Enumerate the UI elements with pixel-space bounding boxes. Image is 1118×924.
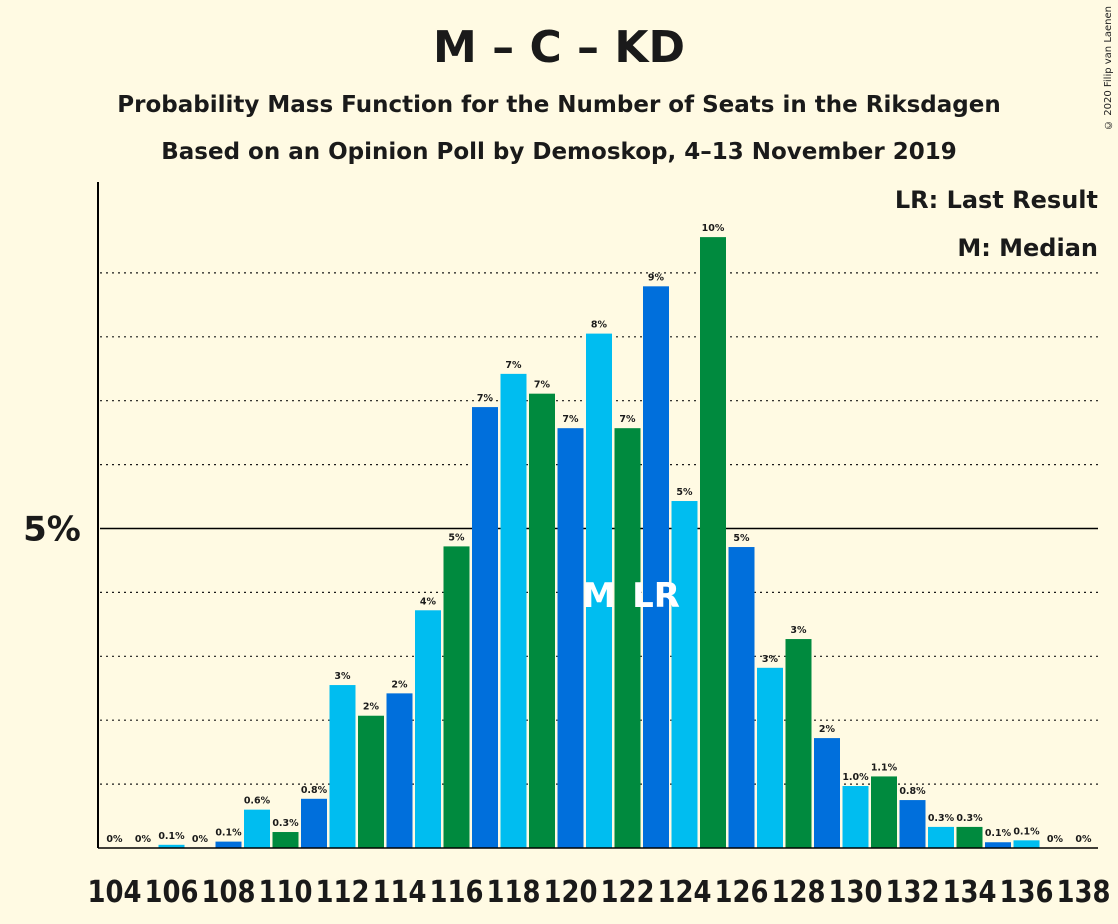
x-tick-label-114: 114	[373, 875, 427, 910]
bar-seat-126	[728, 547, 755, 848]
bar-seat-122	[614, 428, 641, 848]
bar-seat-118	[500, 373, 527, 848]
bar-label-105: 0%	[135, 834, 152, 845]
bar-label-121: 8%	[591, 320, 608, 331]
bar-label-104: 0%	[106, 834, 123, 845]
chart-subtitle: Probability Mass Function for the Number…	[117, 92, 1001, 118]
bar-seat-135	[985, 842, 1011, 848]
x-tick-label-136: 136	[1000, 875, 1054, 910]
legend-last-result: LR: Last Result	[894, 186, 1098, 214]
bar-label-122: 7%	[619, 414, 636, 425]
axes: 5%	[23, 182, 1098, 849]
x-tick-label-132: 132	[886, 875, 940, 910]
bar-label-111: 0.8%	[301, 785, 328, 796]
bar-seat-127	[757, 667, 783, 848]
markers: M LR	[582, 576, 680, 616]
x-tick-label-126: 126	[715, 875, 769, 910]
bar-labels: 0% 0% 0.1% 0%0.1%0.6%0.3%0.8%3%2%2%4%5%7%7%…	[106, 223, 1092, 845]
y-tick-label: 5%	[23, 510, 81, 550]
bar-label-136: 0.1%	[1013, 826, 1040, 837]
bar-label-118: 7%	[505, 360, 522, 371]
x-tick-label-110: 110	[259, 875, 313, 910]
bar-seat-120	[557, 428, 584, 848]
chart-title: M – C – KD	[433, 22, 685, 73]
bar-seat-125	[700, 237, 726, 849]
bar-seat-130	[842, 786, 869, 848]
bar-label-107: 0%	[192, 834, 209, 845]
bar-label-108: 0.1%	[215, 828, 242, 839]
bar-label-134: 0.3%	[956, 813, 983, 824]
bar-label-137: 0%	[1047, 834, 1064, 845]
x-tick-labels: 104 106 108 110 112 114 116 118 120 122 124 126 128 1…	[88, 875, 1111, 910]
bar-label-124: 5%	[676, 487, 693, 498]
x-tick-label-122: 122	[601, 875, 655, 910]
x-tick-label-108: 108	[202, 875, 256, 910]
bar-label-115: 4%	[420, 596, 437, 607]
chart-subtitle-poll: Based on an Opinion Poll by Demoskop, 4–…	[161, 139, 957, 165]
bar-seat-133	[928, 826, 954, 848]
bar-seat-129	[814, 738, 840, 848]
bar-seat-136	[1013, 840, 1040, 848]
bar-seat-108	[215, 841, 242, 848]
x-tick-label-116: 116	[430, 875, 484, 910]
bar-label-117: 7%	[477, 393, 494, 404]
bar-seat-109	[244, 809, 270, 848]
bar-label-132: 0.8%	[899, 786, 926, 797]
bar-seat-131	[871, 776, 897, 848]
bar-seat-110	[272, 832, 299, 848]
x-tick-label-134: 134	[943, 875, 997, 910]
bar-seat-123	[643, 286, 669, 849]
x-tick-label-130: 130	[829, 875, 883, 910]
x-tick-label-128: 128	[772, 875, 826, 910]
bar-label-110: 0.3%	[272, 818, 299, 829]
bar-label-125: 10%	[702, 223, 725, 234]
bar-label-129: 2%	[819, 724, 836, 735]
x-tick-label-120: 120	[544, 875, 598, 910]
bar-label-138: 0%	[1075, 834, 1092, 845]
bar-label-114: 2%	[391, 679, 408, 690]
legend-median: M: Median	[957, 234, 1098, 262]
bar-seat-117	[472, 407, 498, 848]
bar-label-112: 3%	[334, 671, 351, 682]
x-tick-label-104: 104	[88, 875, 142, 910]
bar-seat-106	[158, 844, 185, 848]
bar-seat-116	[443, 546, 470, 848]
bar-label-106: 0.1%	[158, 831, 185, 842]
x-tick-label-118: 118	[487, 875, 541, 910]
bar-label-130: 1.0%	[842, 772, 869, 783]
x-tick-label-138: 138	[1057, 875, 1111, 910]
bar-seat-119	[529, 393, 555, 848]
bar-label-113: 2%	[363, 702, 380, 713]
bar-label-109: 0.6%	[244, 796, 271, 807]
bar-label-123: 9%	[648, 272, 665, 283]
median-marker: M	[582, 576, 616, 616]
bar-label-131: 1.1%	[871, 762, 898, 773]
bar-seat-128	[785, 639, 812, 848]
bar-seat-114	[386, 693, 413, 848]
bar-label-133: 0.3%	[928, 813, 955, 824]
bar-seat-112	[329, 685, 356, 848]
bar-label-126: 5%	[733, 533, 750, 544]
bar-seat-121	[586, 333, 612, 849]
bar-label-127: 3%	[762, 654, 779, 665]
last-result-marker: LR	[632, 576, 680, 616]
x-tick-label-106: 106	[145, 875, 199, 910]
bar-seat-115	[415, 610, 441, 848]
bar-label-120: 7%	[562, 414, 579, 425]
bars	[158, 237, 1040, 849]
bar-label-128: 3%	[790, 625, 807, 636]
bar-seat-124	[671, 501, 698, 848]
bar-label-116: 5%	[448, 532, 465, 543]
x-tick-label-112: 112	[316, 875, 370, 910]
bar-seat-113	[358, 715, 384, 848]
bar-label-119: 7%	[534, 380, 551, 391]
x-tick-label-124: 124	[658, 875, 712, 910]
bar-seat-111	[301, 798, 327, 848]
bar-label-135: 0.1%	[985, 828, 1012, 839]
bar-seat-134	[956, 826, 983, 848]
bar-seat-132	[899, 800, 926, 848]
